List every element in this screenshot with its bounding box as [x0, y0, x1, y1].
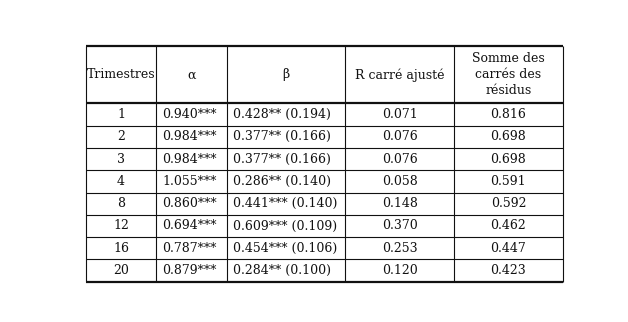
Text: 0.076: 0.076 — [382, 153, 418, 166]
Text: 3: 3 — [117, 153, 125, 166]
Text: 8: 8 — [117, 197, 125, 210]
Text: 0.609*** (0.109): 0.609*** (0.109) — [233, 220, 337, 232]
Text: 16: 16 — [113, 242, 129, 255]
Text: 0.462: 0.462 — [490, 220, 526, 232]
Text: β: β — [283, 68, 290, 81]
Text: 0.860***: 0.860*** — [162, 197, 217, 210]
Text: 0.120: 0.120 — [382, 264, 418, 277]
Text: 0.058: 0.058 — [382, 175, 418, 188]
Text: 0.984***: 0.984*** — [162, 153, 217, 166]
Text: 0.698: 0.698 — [490, 153, 526, 166]
Text: 0.694***: 0.694*** — [162, 220, 217, 232]
Text: 0.253: 0.253 — [382, 242, 418, 255]
Text: 0.286** (0.140): 0.286** (0.140) — [233, 175, 331, 188]
Text: 0.879***: 0.879*** — [162, 264, 217, 277]
Text: Somme des
carrés des
résidus: Somme des carrés des résidus — [472, 52, 544, 97]
Text: 0.148: 0.148 — [382, 197, 418, 210]
Text: 0.591: 0.591 — [490, 175, 526, 188]
Text: 0.787***: 0.787*** — [162, 242, 217, 255]
Text: 0.940***: 0.940*** — [162, 108, 217, 121]
Text: 0.423: 0.423 — [490, 264, 526, 277]
Text: 0.377** (0.166): 0.377** (0.166) — [233, 130, 331, 143]
Text: 0.592: 0.592 — [490, 197, 526, 210]
Text: 0.428** (0.194): 0.428** (0.194) — [233, 108, 331, 121]
Text: 20: 20 — [113, 264, 129, 277]
Text: 0.816: 0.816 — [490, 108, 526, 121]
Text: 0.284** (0.100): 0.284** (0.100) — [233, 264, 331, 277]
Text: Trimestres: Trimestres — [87, 68, 155, 81]
Text: R carré ajusté: R carré ajusté — [355, 68, 445, 81]
Text: 0.447: 0.447 — [490, 242, 526, 255]
Text: 1.055***: 1.055*** — [162, 175, 217, 188]
Text: 0.454*** (0.106): 0.454*** (0.106) — [233, 242, 337, 255]
Text: α: α — [187, 68, 196, 81]
Text: 12: 12 — [113, 220, 129, 232]
Text: 0.071: 0.071 — [382, 108, 418, 121]
Text: 0.076: 0.076 — [382, 130, 418, 143]
Text: 2: 2 — [117, 130, 125, 143]
Text: 0.370: 0.370 — [382, 220, 418, 232]
Text: 4: 4 — [117, 175, 125, 188]
Text: 1: 1 — [117, 108, 125, 121]
Text: 0.698: 0.698 — [490, 130, 526, 143]
Text: 0.441*** (0.140): 0.441*** (0.140) — [233, 197, 337, 210]
Text: 0.984***: 0.984*** — [162, 130, 217, 143]
Text: 0.377** (0.166): 0.377** (0.166) — [233, 153, 331, 166]
